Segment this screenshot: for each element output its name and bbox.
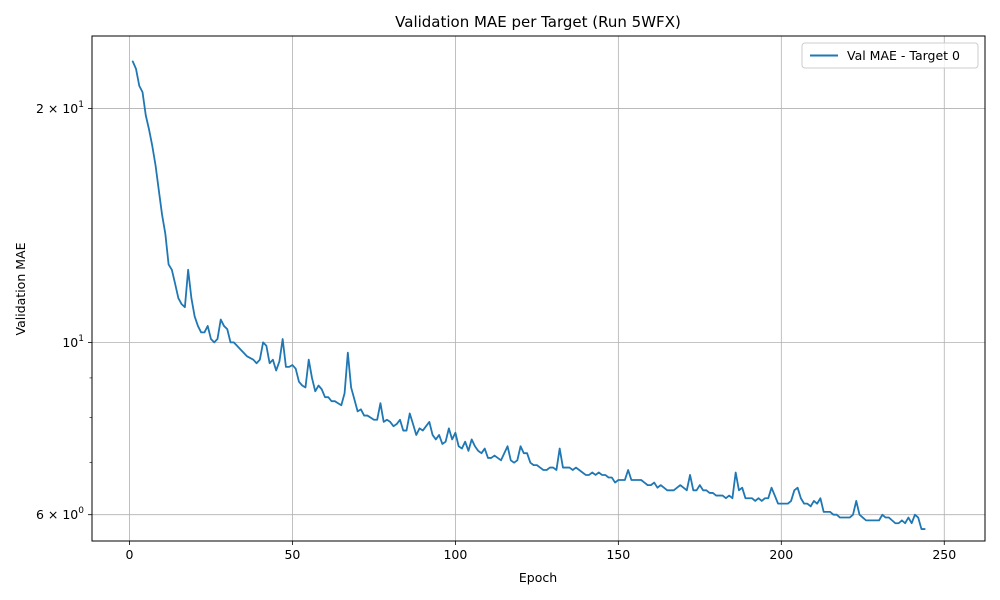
x-tick-label: 250 xyxy=(932,547,956,562)
y-tick-label: 6 × 100 xyxy=(36,506,84,522)
x-tick-label: 150 xyxy=(606,547,630,562)
x-tick-label: 50 xyxy=(284,547,300,562)
ticks: 0 50 100 150 200 250 6 × 100 101 2 × 101 xyxy=(36,100,956,562)
series-line xyxy=(131,60,926,530)
legend-box xyxy=(801,42,979,69)
x-tick-label: 100 xyxy=(443,547,467,562)
legend-label: Val MAE - Target 0 xyxy=(847,48,960,63)
x-tick-label: 0 xyxy=(126,547,134,562)
chart-title: Validation MAE per Target (Run 5WFX) xyxy=(395,13,681,31)
x-axis-label: Epoch xyxy=(519,570,557,585)
series-layer xyxy=(131,60,926,530)
legend: Val MAE - Target 0 xyxy=(801,42,979,69)
plot-frame xyxy=(91,35,986,542)
x-tick-label: 200 xyxy=(769,547,793,562)
grid xyxy=(92,36,985,541)
y-axis-label: Validation MAE xyxy=(13,242,28,335)
y-tick-label: 101 xyxy=(62,334,84,350)
y-tick-label: 2 × 101 xyxy=(36,100,84,116)
